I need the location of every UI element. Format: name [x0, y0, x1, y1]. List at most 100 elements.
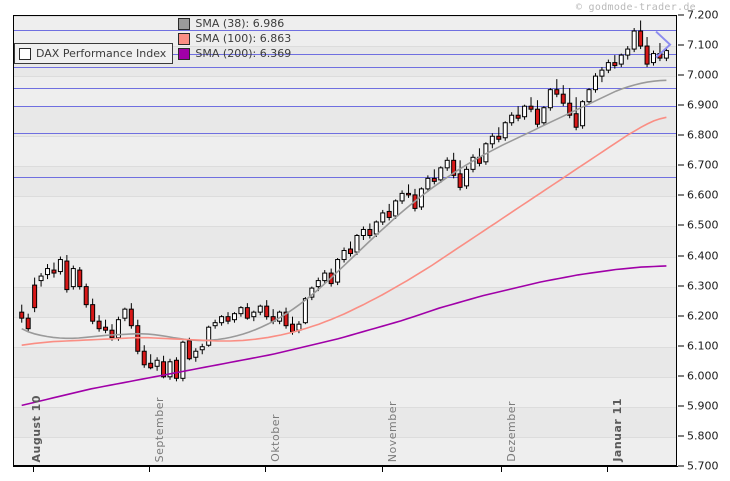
candle-down [83, 286, 89, 306]
y-tick-mark [678, 345, 684, 347]
chart-series [19, 20, 672, 407]
y-axis-tick: 6.200 [678, 310, 719, 321]
candle-up [193, 350, 199, 358]
candle-up [322, 272, 328, 282]
candle-up [373, 221, 379, 235]
y-axis-tick: 7.000 [678, 70, 719, 81]
candle-down [186, 340, 192, 360]
y-axis-tick: 6.100 [678, 340, 719, 351]
y-tick-mark [678, 74, 684, 76]
candle-up [586, 89, 592, 103]
y-tick-mark [678, 14, 684, 16]
candle-up [360, 228, 366, 236]
candle-down [128, 308, 134, 327]
candle-up [663, 50, 669, 59]
y-tick-label: 6.300 [687, 279, 719, 293]
candle-down [367, 228, 373, 236]
y-tick-label: 6.200 [687, 309, 719, 323]
candle-down [141, 350, 147, 366]
y-tick-label: 6.800 [687, 128, 719, 142]
y-tick-mark [678, 255, 684, 257]
sma-line [21, 265, 667, 407]
candle-up [199, 346, 205, 351]
candle-up [605, 62, 611, 71]
y-tick-mark [678, 435, 684, 437]
candle-down [32, 284, 38, 309]
x-tick-mark [33, 466, 34, 472]
candle-up [618, 54, 624, 65]
candle-down [244, 307, 250, 319]
candle-down [560, 93, 566, 104]
candle-up [57, 259, 63, 273]
y-axis-tick: 6.800 [678, 130, 719, 141]
candle-down [289, 323, 295, 333]
candle-up [238, 307, 244, 315]
candle-up [302, 298, 308, 324]
legend-swatch-dax [19, 47, 31, 60]
y-axis-tick: 7.200 [678, 10, 719, 21]
legend-item-3[interactable]: SMA (200): 6.369 [178, 46, 291, 61]
legend-swatch-sma100 [178, 32, 191, 45]
x-tick-mark [501, 466, 502, 472]
candle-up [206, 326, 212, 346]
candle-up [502, 122, 508, 139]
x-tick-mark [149, 466, 150, 472]
candle-up [580, 101, 586, 127]
candle-down [77, 269, 83, 288]
y-tick-mark [678, 405, 684, 407]
candle-down [109, 329, 115, 339]
chart-legend: DAX Performance Index SMA (38): 6.986 SM… [14, 16, 291, 65]
horizontal-price-lines [14, 16, 676, 465]
candle-up [631, 30, 637, 50]
legend-label-sma100: SMA (100): 6.863 [195, 32, 292, 45]
y-axis-tick: 6.500 [678, 220, 719, 231]
y-tick-label: 6.600 [687, 188, 719, 202]
candle-up [219, 316, 225, 324]
candle-up [257, 305, 263, 313]
legend-item-2[interactable]: SMA (100): 6.863 [178, 31, 291, 46]
legend-box: DAX Performance Index [14, 43, 174, 64]
candle-up [444, 159, 450, 169]
y-axis-tick: 6.700 [678, 160, 719, 171]
candle-down [64, 260, 70, 291]
sma-line [21, 116, 667, 346]
forecast-chevron-icon [655, 30, 672, 59]
x-axis-line [13, 466, 678, 467]
legend-item-0[interactable]: DAX Performance Index [19, 46, 166, 61]
candle-up [70, 268, 76, 288]
candle-down [528, 105, 534, 110]
candle-up [180, 341, 186, 379]
candle-up [438, 167, 444, 181]
candle-up [651, 53, 657, 64]
y-axis-tick: 6.400 [678, 250, 719, 261]
x-tick-mark [265, 466, 266, 472]
candle-down [161, 361, 167, 378]
candle-up [592, 75, 598, 91]
candle-down [225, 316, 231, 322]
candle-down [173, 359, 179, 379]
candle-up [541, 107, 547, 124]
y-axis-tick: 5.700 [678, 461, 719, 472]
y-tick-mark [678, 104, 684, 106]
candle-down [406, 192, 412, 196]
y-tick-label: 7.200 [687, 8, 719, 22]
candle-down [451, 159, 457, 176]
candle-down [638, 30, 644, 47]
chart-plot-area[interactable] [13, 15, 677, 466]
y-tick-mark [678, 194, 684, 196]
candle-up [470, 156, 476, 170]
candle-up [315, 280, 321, 288]
legend-label-sma38: SMA (38): 6.986 [195, 17, 285, 30]
candle-up [393, 200, 399, 217]
candle-down [644, 45, 650, 65]
x-tick-mark [607, 466, 608, 472]
candle-down [431, 177, 437, 182]
candle-up [354, 234, 360, 253]
candle-down [19, 311, 25, 319]
y-axis-tick: 6.900 [678, 100, 719, 111]
x-tick-mark [382, 466, 383, 472]
candle-up [380, 212, 386, 223]
y-axis: 7.200 7.100 7.000 6.900 6.800 6.700 6.600 6.500… [678, 10, 730, 472]
legend-item-1[interactable]: SMA (38): 6.986 [178, 16, 291, 31]
x-axis-ticks [13, 466, 678, 474]
